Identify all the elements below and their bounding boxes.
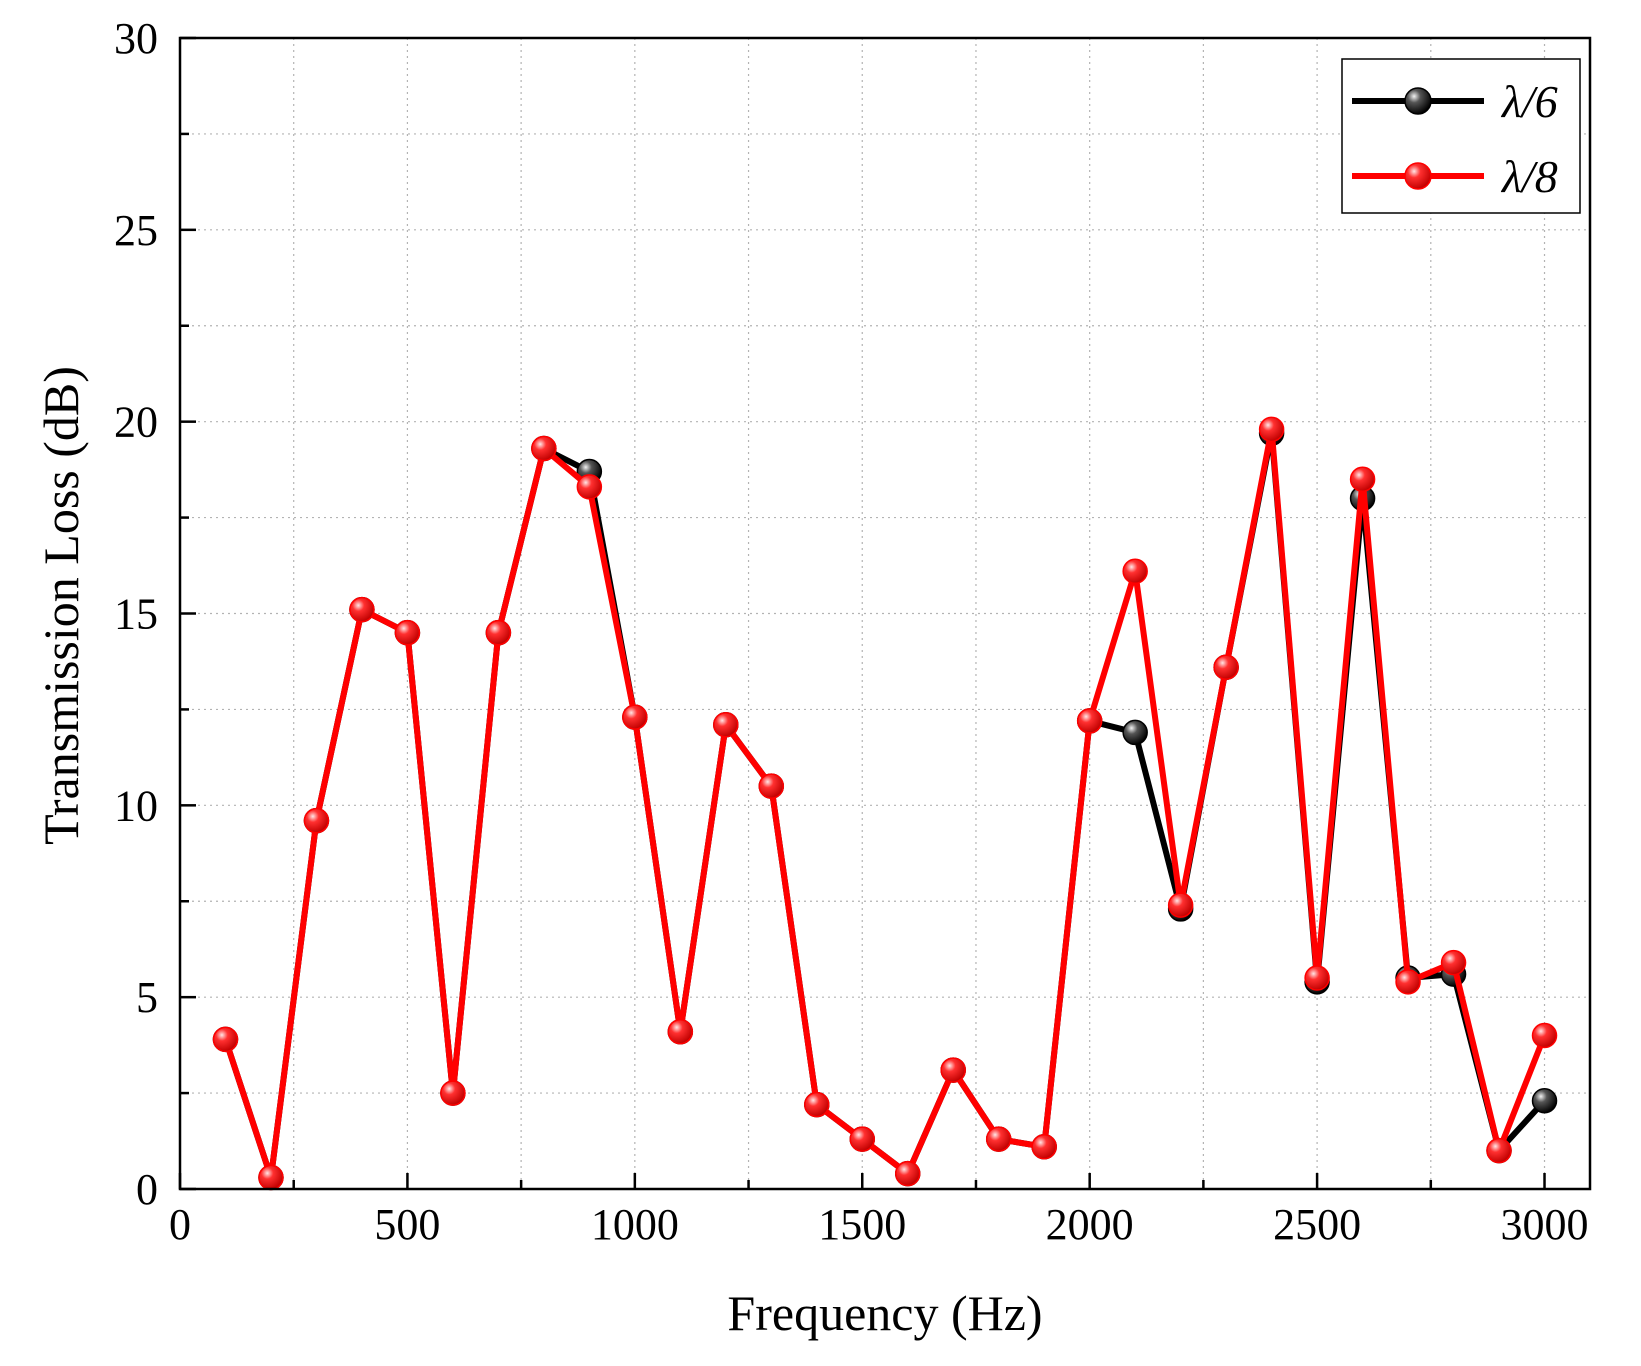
series-line [222, 426, 1548, 1181]
data-point [303, 807, 330, 834]
data-point [212, 1026, 239, 1053]
y-tick-label: 0 [136, 1165, 158, 1214]
data-point [1304, 965, 1330, 991]
data-point [1167, 892, 1194, 918]
data-point [531, 435, 557, 462]
data-point [1486, 1137, 1512, 1164]
legend-entry: λ/6 [1352, 76, 1558, 127]
x-axis-title: Frequency (Hz) [727, 1285, 1042, 1341]
axis-ticks: 0 500 1000 1500 2000 2500 3000 0 5 10 15 20 25 30 [114, 14, 1589, 1249]
y-tick-label: 5 [136, 973, 158, 1022]
x-tick-label: 500 [374, 1200, 440, 1249]
data-point [1440, 949, 1467, 976]
y-axis-title: Transmission Loss (dB) [33, 366, 89, 845]
data-point [667, 1018, 694, 1045]
data-point [758, 773, 785, 799]
data-point [1531, 1022, 1558, 1049]
legend: λ/6λ/8 [1341, 58, 1581, 214]
y-tick-label: 20 [114, 398, 158, 447]
data-point [258, 1164, 284, 1191]
data-point [485, 619, 512, 646]
legend-box [1341, 58, 1581, 214]
x-tick-label: 3000 [1501, 1200, 1589, 1249]
data-point [894, 1160, 921, 1187]
data-point [1122, 558, 1148, 585]
x-tick-label: 1500 [818, 1200, 906, 1249]
data-point [1122, 719, 1148, 746]
x-tick-label: 2500 [1273, 1200, 1361, 1249]
legend-label: λ/6 [1500, 76, 1558, 127]
data-point [1213, 654, 1239, 680]
series-layer [212, 416, 1558, 1191]
data-point [1349, 466, 1376, 492]
data-point [440, 1080, 466, 1106]
y-tick-label: 15 [114, 590, 158, 639]
grid-lines [180, 38, 1590, 1189]
legend-label: λ/8 [1500, 151, 1558, 202]
data-point [713, 712, 739, 738]
data-point [394, 619, 421, 646]
data-point [1076, 708, 1103, 734]
data-point [804, 1091, 830, 1118]
legend-marker [1404, 87, 1432, 115]
data-point [849, 1126, 876, 1152]
legend-entry: λ/8 [1352, 151, 1558, 202]
data-point [985, 1126, 1012, 1152]
y-tick-label: 10 [114, 781, 158, 830]
x-tick-label: 1000 [591, 1200, 679, 1249]
data-point [1531, 1088, 1558, 1114]
data-point [622, 704, 648, 730]
data-point [1258, 416, 1285, 443]
data-point [940, 1057, 966, 1083]
legend-marker [1404, 162, 1432, 190]
x-tick-label: 0 [169, 1200, 191, 1249]
data-point [349, 596, 375, 623]
series-lambda-8 [212, 416, 1558, 1191]
x-tick-label: 2000 [1046, 1200, 1134, 1249]
data-point [1031, 1134, 1057, 1160]
y-tick-label: 25 [114, 206, 158, 255]
data-point [576, 474, 603, 500]
y-tick-label: 30 [114, 14, 158, 63]
data-point [1395, 969, 1421, 995]
